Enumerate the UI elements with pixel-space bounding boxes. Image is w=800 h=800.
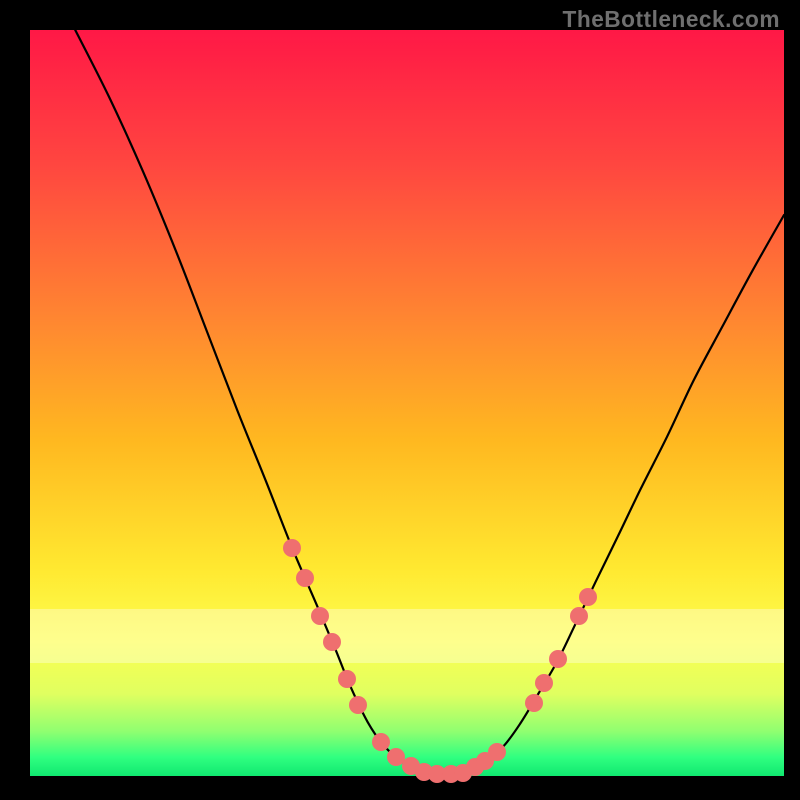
curve-marker bbox=[579, 588, 597, 606]
plot-area bbox=[30, 30, 784, 776]
curve-marker bbox=[488, 743, 506, 761]
curve-marker bbox=[283, 539, 301, 557]
curve-marker bbox=[296, 569, 314, 587]
curve-svg bbox=[30, 30, 784, 776]
curve-marker bbox=[372, 733, 390, 751]
bottleneck-curve bbox=[75, 30, 784, 775]
watermark-text: TheBottleneck.com bbox=[563, 6, 780, 33]
curve-marker bbox=[349, 696, 367, 714]
curve-marker bbox=[535, 674, 553, 692]
curve-marker bbox=[323, 633, 341, 651]
curve-marker bbox=[525, 694, 543, 712]
curve-marker bbox=[549, 650, 567, 668]
curve-marker bbox=[570, 607, 588, 625]
curve-marker bbox=[311, 607, 329, 625]
curve-marker bbox=[338, 670, 356, 688]
